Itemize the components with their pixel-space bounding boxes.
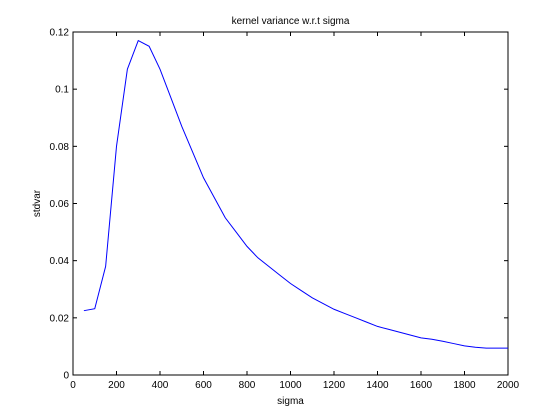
x-tick-label-4: 800 (239, 380, 256, 391)
plot-area (72, 31, 509, 376)
x-tick-label-1: 200 (108, 380, 125, 391)
x-tick-label-5: 1000 (279, 380, 302, 391)
y-axis-label: stdvar (32, 189, 43, 217)
y-axis-ticks: 0 0.02 0.04 0.06 0.08 0.1 0.12 (50, 28, 508, 382)
y-tick-label-1: 0.02 (50, 313, 70, 324)
chart-title: kernel variance w.r.t sigma (232, 16, 350, 27)
x-tick-label-8: 1600 (410, 380, 433, 391)
y-tick-label-6: 0.12 (50, 28, 70, 39)
x-tick-label-3: 600 (195, 380, 212, 391)
x-tick-label-7: 1400 (366, 380, 389, 391)
x-tick-label-6: 1200 (323, 380, 346, 391)
x-tick-label-9: 1800 (453, 380, 476, 391)
y-tick-label-4: 0.08 (50, 142, 70, 153)
x-axis-ticks: 0 200 400 600 800 1000 1200 1400 1600 1800 2000 (70, 32, 520, 391)
x-axis-label: sigma (277, 396, 304, 407)
x-tick-label-2: 400 (152, 380, 169, 391)
y-tick-label-0: 0 (63, 371, 69, 382)
x-tick-label-0: 0 (70, 380, 76, 391)
y-tick-label-3: 0.06 (50, 199, 70, 210)
series-layer (83, 39, 508, 349)
y-tick-label-5: 0.1 (55, 85, 69, 96)
x-tick-label-10: 2000 (497, 380, 520, 391)
series-line-0 (83, 39, 508, 349)
y-tick-label-2: 0.04 (50, 256, 70, 267)
